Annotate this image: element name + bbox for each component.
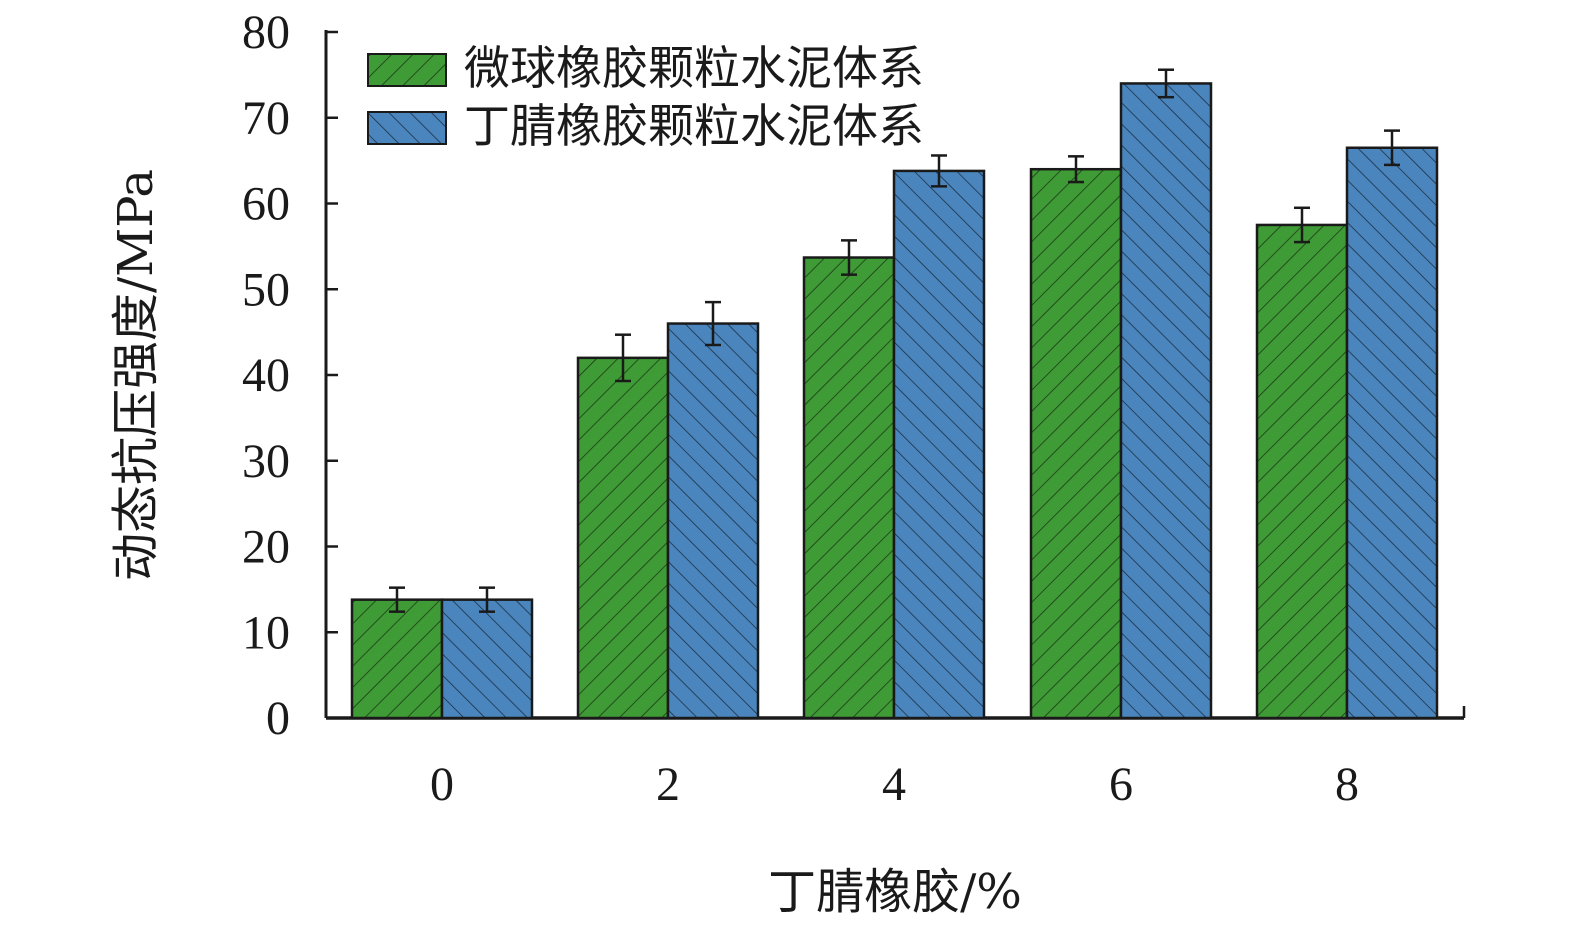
y-tick-label: 0 [266,692,290,745]
y-tick-label: 10 [242,606,290,659]
error-bar-microsphere-4 [841,239,857,276]
y-axis-title: 动态抗压强度/MPa [108,169,164,581]
x-axis-title: 丁腈橡胶/% [768,864,1022,920]
legend: 微球橡胶颗粒水泥体系 丁腈橡胶颗粒水泥体系 [367,41,924,153]
x-tick-label: 6 [1109,758,1133,811]
error-bar-microsphere-2 [615,333,631,383]
bar-microsphere-8 [1255,223,1349,720]
bar-microsphere-2 [576,356,670,720]
error-bar-nitrile-6 [1158,68,1174,99]
error-bar-nitrile-8 [1384,129,1400,167]
error-bar-nitrile-2 [705,300,721,347]
x-tick-label: 4 [882,758,906,811]
bar-nitrile-8 [1345,146,1439,720]
bar-microsphere-6 [1029,167,1123,720]
y-tick-label: 80 [242,6,290,59]
bar-nitrile-0 [440,598,534,720]
error-bar-microsphere-6 [1068,155,1084,184]
x-tick-label: 8 [1335,758,1359,811]
y-tick-label: 30 [242,435,290,488]
error-bars-group [389,68,1400,613]
bars-group [350,82,1439,720]
legend-swatch-microsphere [367,53,447,87]
bar-nitrile-2 [666,322,760,720]
y-tick-label: 70 [242,92,290,145]
x-tick-label: 2 [656,758,680,811]
y-tick-label: 50 [242,263,290,316]
x-axis: 0 2 4 6 8 [326,706,1466,811]
legend-label-microsphere: 微球橡胶颗粒水泥体系 [464,41,924,95]
bar-microsphere-4 [802,256,896,720]
y-axis: 0 10 20 30 40 50 60 70 80 [242,6,338,745]
legend-swatch-nitrile [367,111,447,145]
bar-microsphere-0 [350,598,444,720]
error-bar-nitrile-0 [479,586,495,613]
error-bar-microsphere-0 [389,586,405,613]
y-tick-label: 20 [242,521,290,574]
error-bar-microsphere-8 [1294,206,1310,244]
bar-nitrile-6 [1119,82,1213,720]
x-tick-label: 0 [430,758,454,811]
legend-label-nitrile: 丁腈橡胶颗粒水泥体系 [464,99,924,153]
y-tick-label: 40 [242,349,290,402]
y-tick-label: 60 [242,178,290,231]
bar-nitrile-4 [892,169,986,720]
error-bar-nitrile-4 [931,154,947,188]
